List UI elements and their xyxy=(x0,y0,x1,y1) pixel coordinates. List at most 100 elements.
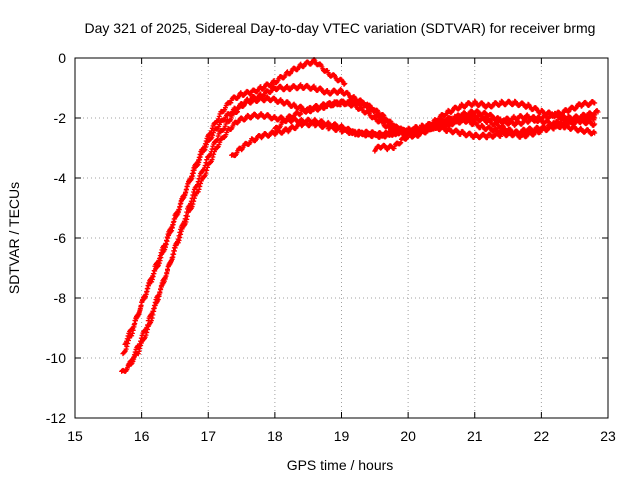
y-tick-label: -6 xyxy=(54,230,67,246)
series-layer xyxy=(119,56,601,374)
data-point xyxy=(214,126,220,132)
data-point xyxy=(204,167,210,173)
data-point xyxy=(164,234,170,240)
data-point xyxy=(139,299,145,305)
data-point xyxy=(163,240,169,246)
data-point xyxy=(351,100,357,106)
data-point xyxy=(183,189,189,195)
data-point xyxy=(273,80,279,86)
data-point xyxy=(124,338,130,344)
data-point xyxy=(178,228,184,234)
data-point xyxy=(214,144,220,150)
data-point xyxy=(183,186,189,192)
data-point xyxy=(592,100,598,106)
data-point xyxy=(211,151,217,157)
data-point xyxy=(163,237,169,243)
data-point xyxy=(498,133,504,139)
data-point xyxy=(190,170,196,176)
data-point xyxy=(380,112,386,118)
data-point xyxy=(125,333,131,339)
data-point xyxy=(203,144,209,150)
data-point xyxy=(164,271,170,277)
y-axis-title: SDTVAR / TECUs xyxy=(6,182,22,294)
data-point xyxy=(143,289,149,295)
data-point xyxy=(131,354,137,360)
data-point xyxy=(143,292,149,298)
data-point xyxy=(157,255,163,261)
series-track-7 xyxy=(372,114,598,154)
data-point xyxy=(311,106,317,112)
data-point xyxy=(210,132,216,138)
data-point xyxy=(195,189,201,195)
data-point xyxy=(151,306,157,312)
data-point xyxy=(324,103,330,109)
data-point xyxy=(297,112,303,118)
y-tick-label: -2 xyxy=(54,110,67,126)
data-point xyxy=(162,243,168,249)
data-point xyxy=(178,198,184,204)
data-point xyxy=(131,322,137,328)
data-point xyxy=(202,146,208,152)
data-point xyxy=(184,183,190,189)
data-point xyxy=(171,248,177,254)
data-point xyxy=(471,134,477,140)
data-point xyxy=(592,130,598,136)
data-point xyxy=(197,154,203,160)
data-point xyxy=(183,219,189,225)
data-point xyxy=(298,111,304,117)
data-point xyxy=(511,132,517,138)
data-point xyxy=(338,102,344,108)
data-point xyxy=(188,206,194,212)
data-point xyxy=(377,130,383,136)
data-point xyxy=(364,128,370,134)
data-point xyxy=(123,346,129,352)
data-point xyxy=(197,157,203,163)
data-point xyxy=(342,81,348,86)
data-point xyxy=(216,142,222,148)
series-track-2 xyxy=(119,82,598,374)
data-point xyxy=(210,130,216,136)
data-point xyxy=(178,231,184,237)
data-point xyxy=(136,348,142,354)
data-point xyxy=(189,204,195,210)
data-point xyxy=(172,245,178,251)
data-point xyxy=(177,201,183,207)
data-point xyxy=(132,349,138,355)
data-point xyxy=(132,317,138,323)
data-point xyxy=(210,154,216,160)
data-point xyxy=(158,286,164,292)
data-point xyxy=(144,286,150,292)
y-tick-label: -8 xyxy=(54,290,67,306)
y-tick-label: -10 xyxy=(46,350,66,366)
x-tick-label: 19 xyxy=(334,428,350,444)
data-point xyxy=(404,134,410,140)
data-point xyxy=(135,351,141,357)
data-point xyxy=(171,251,177,257)
data-point xyxy=(124,336,130,342)
data-point xyxy=(138,302,144,308)
x-tick-label: 21 xyxy=(467,428,483,444)
data-point xyxy=(170,254,176,260)
data-point xyxy=(197,183,203,189)
data-point xyxy=(239,147,245,153)
data-point xyxy=(204,164,210,170)
data-point xyxy=(170,222,176,228)
data-point xyxy=(150,273,156,279)
data-point xyxy=(150,308,156,314)
data-point xyxy=(430,126,436,132)
x-tick-label: 16 xyxy=(134,428,150,444)
data-point xyxy=(228,100,234,106)
data-point xyxy=(176,238,182,243)
x-tick-label: 22 xyxy=(534,428,550,444)
series-track-4 xyxy=(125,111,598,369)
data-point xyxy=(152,299,158,305)
x-axis-title: GPS time / hours xyxy=(287,457,394,473)
data-point xyxy=(221,134,227,140)
data-point xyxy=(184,213,190,219)
y-tick-label: -12 xyxy=(46,410,66,426)
data-point xyxy=(592,121,598,127)
data-point xyxy=(595,109,601,115)
data-point xyxy=(350,128,356,134)
data-point xyxy=(157,289,163,295)
